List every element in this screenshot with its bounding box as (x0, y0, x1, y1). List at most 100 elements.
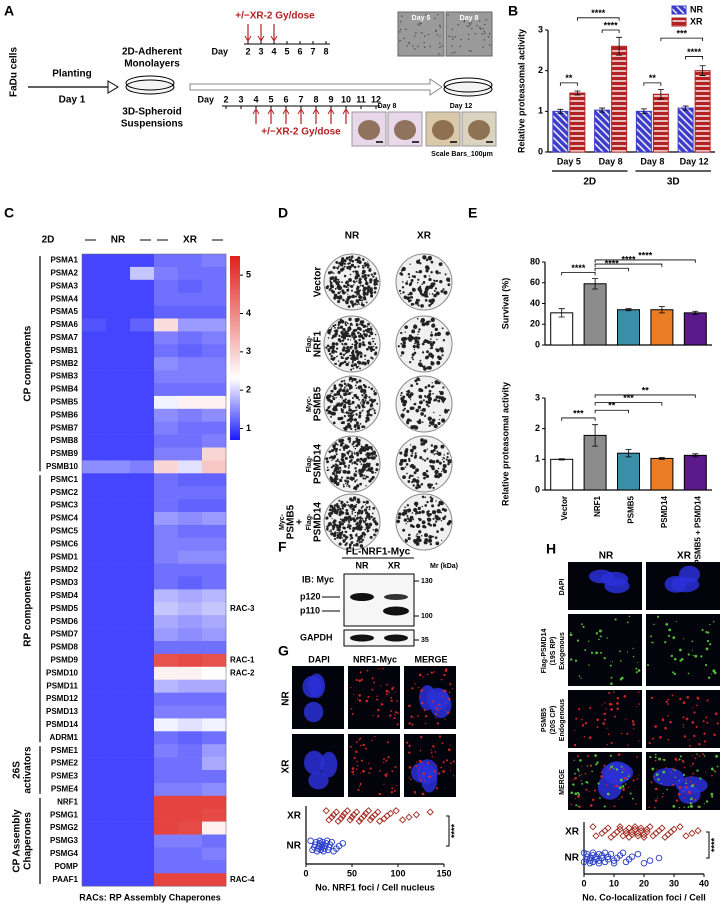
colony (408, 537, 411, 540)
heatmap-cell (202, 267, 226, 280)
colony (422, 496, 425, 499)
colony (347, 504, 349, 506)
colony (439, 391, 440, 392)
colony (422, 520, 426, 524)
colony (443, 458, 445, 460)
band (384, 594, 408, 600)
colony (427, 400, 431, 404)
heatmap-cell (130, 409, 154, 422)
signal (443, 674, 445, 676)
signal (575, 804, 577, 806)
signal (420, 696, 421, 697)
signal (450, 744, 451, 745)
cell-speck (408, 43, 410, 45)
heatmap-cell (106, 757, 130, 770)
signal (705, 664, 707, 666)
colony (327, 399, 329, 401)
heatmap-cell (202, 370, 226, 383)
point (695, 828, 701, 834)
colony (433, 523, 436, 526)
heatmap-cell (82, 344, 106, 357)
colony (359, 323, 361, 325)
colony (444, 409, 447, 412)
colony (367, 417, 370, 420)
heatmap-cell (106, 693, 130, 706)
colony (342, 461, 345, 464)
signal (570, 791, 573, 794)
x-tick-label: 30 (669, 878, 679, 888)
colony (406, 515, 408, 517)
signal (661, 783, 662, 784)
significance-bracket (686, 56, 703, 59)
colony (332, 528, 335, 531)
group-label: RP components (23, 570, 34, 646)
colony (374, 353, 377, 356)
colorbar-label: 1 (246, 423, 251, 433)
signal (604, 713, 606, 715)
signal (679, 659, 681, 661)
heatmap-cell (154, 254, 178, 267)
day-number: 7 (298, 94, 303, 104)
colony (361, 511, 364, 514)
colony (412, 525, 413, 526)
legend-label: XR (690, 16, 703, 26)
signal (579, 675, 581, 677)
signal (655, 799, 658, 802)
colony (335, 442, 338, 445)
heatmap-cell (130, 357, 154, 370)
row-note: RAC-2 (230, 668, 255, 677)
heatmap-cell (178, 383, 202, 396)
colony (445, 273, 447, 275)
colony (354, 424, 357, 427)
label: Suspensions (121, 119, 184, 130)
colony (351, 290, 353, 292)
marker-label: 100 (421, 613, 433, 620)
signal (432, 756, 433, 757)
y-tick-label: 0 (535, 339, 540, 349)
colony (360, 463, 362, 465)
colony (413, 325, 417, 329)
colony (357, 332, 360, 335)
signal (636, 756, 637, 757)
signal (590, 804, 593, 807)
point (406, 814, 412, 820)
colony (337, 444, 339, 446)
heatmap-cell (178, 331, 202, 344)
heatmap-cell (178, 435, 202, 448)
colony (334, 327, 336, 329)
colorbar (230, 256, 240, 440)
colony (358, 416, 361, 419)
signal (707, 640, 709, 642)
colony (368, 269, 371, 272)
colony (420, 412, 424, 416)
heatmap-cell (154, 577, 178, 590)
cell-speck (468, 38, 470, 40)
signal (701, 629, 703, 631)
colony (360, 529, 362, 531)
colony (357, 540, 359, 542)
colony (355, 410, 357, 412)
colony (419, 456, 422, 459)
heatmap-cell (202, 718, 226, 731)
colony (351, 443, 353, 445)
signal (442, 770, 445, 773)
significance-bracket (562, 272, 595, 275)
heatmap-cell (130, 718, 154, 731)
colony (351, 364, 354, 367)
signal (425, 715, 427, 717)
colony (420, 442, 423, 445)
colony (355, 523, 357, 525)
colony (398, 345, 400, 347)
colony (356, 387, 358, 389)
colony (337, 279, 339, 281)
colony (351, 346, 353, 348)
point (683, 833, 689, 839)
colony (354, 303, 357, 306)
signal (579, 805, 581, 807)
cell-speck (468, 34, 470, 36)
heatmap-cell (130, 615, 154, 628)
signal (679, 759, 681, 761)
signal (633, 656, 634, 657)
signal (394, 790, 396, 792)
colony (407, 504, 409, 506)
